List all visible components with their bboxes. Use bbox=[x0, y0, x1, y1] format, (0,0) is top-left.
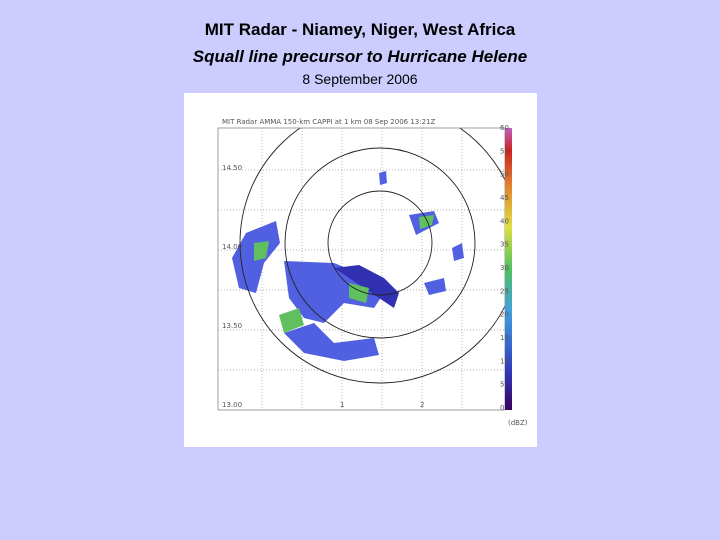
radar-image: MIT Radar AMMA 150-km CAPPI at 1 km 08 S… bbox=[184, 93, 537, 447]
x-label: 2 bbox=[420, 401, 424, 409]
colorbar-label: 5 bbox=[500, 381, 504, 389]
image-caption: MIT Radar AMMA 150-km CAPPI at 1 km 08 S… bbox=[222, 118, 436, 126]
date: 8 September 2006 bbox=[302, 71, 418, 87]
colorbar-label: 50 bbox=[500, 171, 509, 179]
y-label: 14.00 bbox=[222, 243, 242, 251]
colorbar-label: 0 bbox=[500, 404, 504, 412]
colorbar-label: 20 bbox=[500, 311, 509, 319]
title: MIT Radar - Niamey, Niger, West Africa bbox=[204, 20, 516, 39]
colorbar-label: 30 bbox=[500, 264, 509, 272]
y-label: 13.00 bbox=[222, 401, 242, 409]
colorbar-label: 60 bbox=[500, 124, 509, 132]
colorbar bbox=[505, 128, 512, 410]
subtitle: Squall line precursor to Hurricane Helen… bbox=[192, 47, 528, 66]
colorbar-label: 15 bbox=[500, 334, 509, 342]
colorbar-label: 40 bbox=[500, 217, 509, 225]
colorbar-label: 55 bbox=[500, 147, 509, 155]
colorbar-label: 10 bbox=[500, 357, 509, 365]
colorbar-label: 45 bbox=[500, 194, 509, 202]
colorbar-label: 25 bbox=[500, 287, 509, 295]
colorbar-label: 35 bbox=[500, 241, 509, 249]
colorbar-unit: (dBZ) bbox=[508, 419, 528, 427]
y-label: 13.50 bbox=[222, 322, 242, 330]
y-label: 14.50 bbox=[222, 164, 242, 172]
x-label: 1 bbox=[340, 401, 344, 409]
radar-plot bbox=[218, 128, 505, 410]
